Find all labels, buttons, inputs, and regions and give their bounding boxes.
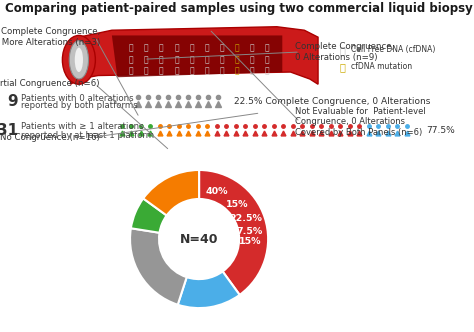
Text: 9: 9: [8, 94, 18, 109]
Text: Ⓜ: Ⓜ: [235, 55, 239, 64]
Ellipse shape: [69, 41, 89, 79]
Text: Ⓜ: Ⓜ: [144, 67, 148, 76]
Text: Ⓜ: Ⓜ: [144, 55, 148, 64]
Text: 7.5%: 7.5%: [237, 227, 263, 236]
Text: Ⓜ: Ⓜ: [235, 67, 239, 76]
PathPatch shape: [71, 27, 318, 84]
Text: Ⓜ: Ⓜ: [159, 67, 164, 76]
Text: Ⓜ: Ⓜ: [144, 43, 148, 52]
Text: 31: 31: [0, 124, 18, 138]
Text: cfDNA mutation: cfDNA mutation: [351, 62, 412, 71]
Text: reported by at least 1 platform: reported by at least 1 platform: [21, 130, 154, 139]
Text: reported by both platforms: reported by both platforms: [21, 101, 138, 110]
FancyBboxPatch shape: [330, 39, 471, 81]
Ellipse shape: [75, 47, 83, 72]
Text: Ⓜ: Ⓜ: [250, 67, 255, 76]
PathPatch shape: [112, 36, 283, 77]
Text: Complete Congruence,
1 or More Alterations (n=3): Complete Congruence, 1 or More Alteratio…: [0, 27, 100, 47]
Text: 15%: 15%: [226, 200, 248, 209]
Text: Ⓜ: Ⓜ: [174, 67, 179, 76]
Text: Ⓜ: Ⓜ: [265, 43, 270, 52]
Ellipse shape: [63, 36, 95, 84]
Text: Ⓜ: Ⓜ: [340, 45, 346, 55]
Text: Not Evaluable for  Patient-level
Congruence, 0 Alterations
Covered by Both Panel: Not Evaluable for Patient-level Congruen…: [295, 107, 426, 137]
Text: Ⓜ: Ⓜ: [235, 43, 239, 52]
Text: 22.5% Complete Congruence, 0 Alterations: 22.5% Complete Congruence, 0 Alterations: [234, 97, 430, 106]
Text: Ⓜ: Ⓜ: [219, 43, 224, 52]
Text: Ⓜ: Ⓜ: [189, 43, 194, 52]
Text: Ⓜ: Ⓜ: [204, 43, 209, 52]
Wedge shape: [199, 170, 268, 295]
Text: Ⓜ: Ⓜ: [159, 55, 164, 64]
Wedge shape: [178, 272, 240, 308]
Text: Ⓜ: Ⓜ: [159, 43, 164, 52]
Text: Patients with ≥ 1 alterations: Patients with ≥ 1 alterations: [21, 123, 144, 131]
Text: Ⓜ: Ⓜ: [219, 55, 224, 64]
Wedge shape: [131, 199, 167, 233]
Text: Ⓜ: Ⓜ: [265, 67, 270, 76]
Text: N=40: N=40: [180, 232, 219, 246]
Text: Ⓜ: Ⓜ: [340, 62, 346, 72]
Text: 40%: 40%: [205, 187, 228, 196]
Text: Patients with 0 alterations: Patients with 0 alterations: [21, 94, 134, 103]
Text: Comparing patient-paired samples using two commercial liquid biopsy platforms: Comparing patient-paired samples using t…: [5, 2, 474, 15]
Text: 22.5%: 22.5%: [229, 214, 262, 223]
Text: Ⓜ: Ⓜ: [189, 67, 194, 76]
Text: 15%: 15%: [239, 237, 261, 246]
Text: Ⓜ: Ⓜ: [204, 55, 209, 64]
Text: Ⓜ: Ⓜ: [250, 43, 255, 52]
Text: Complete Congruence,
0 Alterations (n=9): Complete Congruence, 0 Alterations (n=9): [295, 42, 394, 62]
Text: Ⓜ: Ⓜ: [265, 55, 270, 64]
Text: Cell Free DNA (cfDNA): Cell Free DNA (cfDNA): [351, 45, 436, 54]
Text: Partial Congruence (n=6): Partial Congruence (n=6): [0, 79, 100, 89]
Text: Ⓜ: Ⓜ: [174, 43, 179, 52]
Text: Ⓜ: Ⓜ: [189, 55, 194, 64]
Text: Ⓜ: Ⓜ: [219, 67, 224, 76]
Text: Ⓜ: Ⓜ: [129, 67, 133, 76]
Wedge shape: [130, 228, 187, 305]
Text: Ⓜ: Ⓜ: [129, 55, 133, 64]
Text: No Congruence (n=16): No Congruence (n=16): [0, 132, 100, 141]
Text: Ⓜ: Ⓜ: [204, 67, 209, 76]
Text: Ⓜ: Ⓜ: [129, 43, 133, 52]
Text: Ⓜ: Ⓜ: [174, 55, 179, 64]
Text: 77.5%: 77.5%: [426, 126, 455, 135]
Text: Ⓜ: Ⓜ: [250, 55, 255, 64]
Wedge shape: [143, 170, 199, 215]
